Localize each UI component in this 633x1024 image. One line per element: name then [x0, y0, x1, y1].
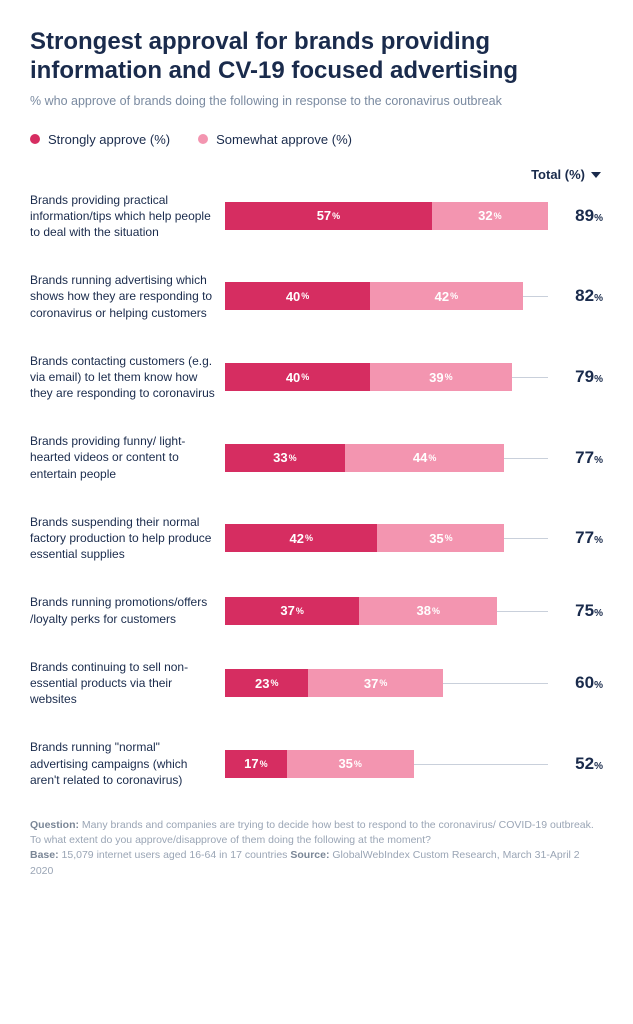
- row-total: 79%: [548, 367, 603, 387]
- chart-row: Brands running promotions/offers /loyalt…: [30, 594, 603, 626]
- sort-label: Total (%): [531, 167, 585, 182]
- row-label: Brands continuing to sell non-essential …: [30, 659, 225, 708]
- legend-item-somewhat: Somewhat approve (%): [198, 132, 352, 147]
- bar-segment-somewhat: 37%: [308, 669, 442, 697]
- chart-row: Brands continuing to sell non-essential …: [30, 659, 603, 708]
- legend-dot: [30, 134, 40, 144]
- base-label: Base:: [30, 849, 59, 861]
- legend-item-strong: Strongly approve (%): [30, 132, 170, 147]
- bar-segment-strong: 17%: [225, 750, 287, 778]
- chart-subtitle: % who approve of brands doing the follow…: [30, 94, 603, 108]
- bar-segment-somewhat: 35%: [377, 524, 504, 552]
- bar-segment-somewhat: 38%: [359, 597, 497, 625]
- bar-segment-strong: 57%: [225, 202, 432, 230]
- footer: Question: Many brands and companies are …: [30, 818, 603, 879]
- legend-label: Strongly approve (%): [48, 132, 170, 147]
- base-text: 15,079 internet users aged 16-64 in 17 c…: [62, 849, 288, 861]
- bar-zone: 17%35%: [225, 749, 548, 779]
- row-total: 82%: [548, 286, 603, 306]
- bar-segment-somewhat: 35%: [287, 750, 414, 778]
- row-label: Brands running advertising which shows h…: [30, 272, 225, 321]
- chart-row: Brands running advertising which shows h…: [30, 272, 603, 321]
- row-label: Brands suspending their normal factory p…: [30, 514, 225, 563]
- bar-segment-strong: 40%: [225, 363, 370, 391]
- chart-row: Brands suspending their normal factory p…: [30, 514, 603, 563]
- legend-dot: [198, 134, 208, 144]
- bar-segment-strong: 37%: [225, 597, 359, 625]
- legend-label: Somewhat approve (%): [216, 132, 352, 147]
- bar-segment-strong: 40%: [225, 282, 370, 310]
- chevron-down-icon: [591, 172, 601, 178]
- bar-zone: 57%32%: [225, 201, 548, 231]
- source-label: Source:: [290, 849, 329, 861]
- bar-zone: 40%39%: [225, 362, 548, 392]
- bar-segment-somewhat: 42%: [370, 282, 522, 310]
- row-label: Brands providing funny/ light-hearted vi…: [30, 433, 225, 482]
- chart-rows: Brands providing practical information/t…: [30, 192, 603, 788]
- chart-row: Brands running "normal" advertising camp…: [30, 739, 603, 788]
- bar-zone: 40%42%: [225, 281, 548, 311]
- row-total: 52%: [548, 754, 603, 774]
- bar-zone: 33%44%: [225, 443, 548, 473]
- chart-row: Brands contacting customers (e.g. via em…: [30, 353, 603, 402]
- question-label: Question:: [30, 819, 79, 831]
- question-text: Many brands and companies are trying to …: [30, 819, 594, 846]
- row-total: 60%: [548, 673, 603, 693]
- bar-zone: 42%35%: [225, 523, 548, 553]
- bar-segment-somewhat: 44%: [345, 444, 505, 472]
- row-label: Brands running "normal" advertising camp…: [30, 739, 225, 788]
- row-label: Brands running promotions/offers /loyalt…: [30, 594, 225, 626]
- bar-segment-somewhat: 39%: [370, 363, 512, 391]
- row-total: 77%: [548, 528, 603, 548]
- legend: Strongly approve (%) Somewhat approve (%…: [30, 132, 603, 147]
- bar-segment-strong: 42%: [225, 524, 377, 552]
- sort-header[interactable]: Total (%): [30, 167, 603, 182]
- bar-segment-somewhat: 32%: [432, 202, 548, 230]
- bar-segment-strong: 33%: [225, 444, 345, 472]
- chart-row: Brands providing funny/ light-hearted vi…: [30, 433, 603, 482]
- chart-row: Brands providing practical information/t…: [30, 192, 603, 241]
- row-label: Brands contacting customers (e.g. via em…: [30, 353, 225, 402]
- bar-zone: 37%38%: [225, 596, 548, 626]
- bar-segment-strong: 23%: [225, 669, 308, 697]
- row-label: Brands providing practical information/t…: [30, 192, 225, 241]
- row-total: 75%: [548, 601, 603, 621]
- row-total: 77%: [548, 448, 603, 468]
- row-total: 89%: [548, 206, 603, 226]
- chart-title: Strongest approval for brands providing …: [30, 28, 603, 86]
- bar-zone: 23%37%: [225, 668, 548, 698]
